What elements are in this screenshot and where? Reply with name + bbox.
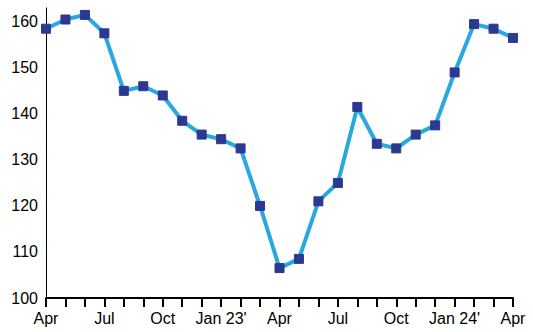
- svg-text:100: 100: [11, 290, 38, 307]
- svg-text:Jul: Jul: [328, 310, 348, 327]
- svg-text:Apr: Apr: [34, 310, 60, 327]
- svg-text:140: 140: [11, 105, 38, 122]
- svg-text:Oct: Oct: [150, 310, 175, 327]
- svg-text:Apr: Apr: [267, 310, 293, 327]
- svg-text:Jul: Jul: [94, 310, 114, 327]
- svg-text:150: 150: [11, 59, 38, 76]
- svg-text:Oct: Oct: [384, 310, 409, 327]
- svg-text:Apr: Apr: [501, 310, 527, 327]
- svg-text:130: 130: [11, 151, 38, 168]
- svg-text:110: 110: [12, 243, 38, 260]
- svg-text:120: 120: [11, 197, 38, 214]
- svg-text:Jan 24': Jan 24': [429, 310, 480, 327]
- svg-text:Jan 23': Jan 23': [196, 310, 247, 327]
- svg-text:160: 160: [11, 13, 38, 30]
